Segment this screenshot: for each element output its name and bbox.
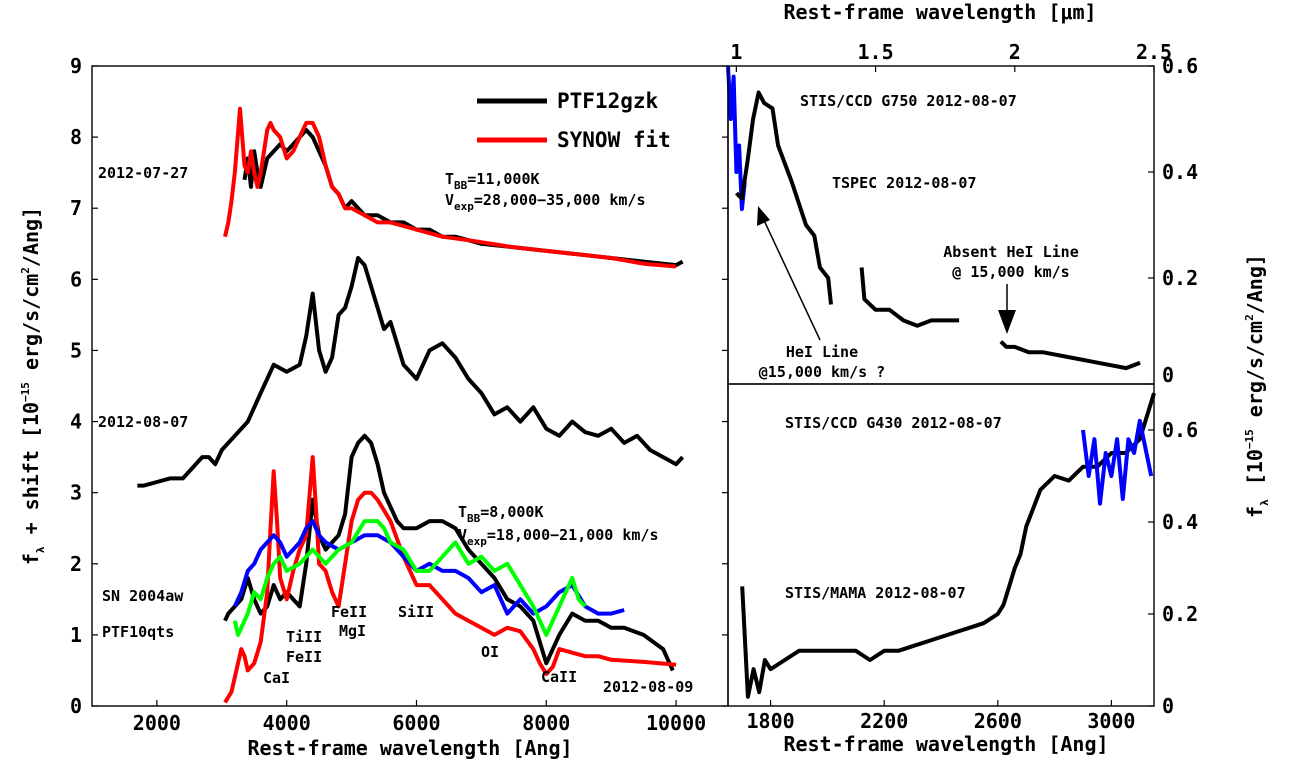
legend-label-synow: SYNOW fit xyxy=(557,128,671,152)
top-right-series xyxy=(726,65,1141,371)
top-right-ticks: 1 1.5 2 2.5 0 0.2 0.4 0.6 xyxy=(730,40,1198,387)
left-xlabel: Rest-frame wavelength [Ang] xyxy=(247,736,572,760)
bottom-right-ytick-label-0: 0 xyxy=(1162,694,1174,718)
left-xtick-label-2: 6000 xyxy=(392,711,440,735)
series-synow-fit-1 xyxy=(223,106,677,269)
series-sn-2004aw-5 xyxy=(232,519,625,616)
bottom-right-ytick-label-2: 0.4 xyxy=(1162,510,1198,534)
left-xtick-label-3: 8000 xyxy=(522,711,570,735)
top-right-ytick-label-3: 0.6 xyxy=(1162,54,1198,78)
arrow-absent-head xyxy=(998,310,1016,334)
top-right-xtick-label-1: 1.5 xyxy=(858,40,894,64)
bottom-right-series xyxy=(740,392,1156,699)
label-stis-mama: STIS/MAMA 2012-08-07 xyxy=(785,584,966,602)
left-ylabel: fλ + shift [10−15 erg/s/cm2/Ang] xyxy=(19,207,47,565)
label-hei-1: HeI Line xyxy=(786,343,858,361)
left-xtick-label-0: 2000 xyxy=(133,711,181,735)
label-stis-g750: STIS/CCD G750 2012-08-07 xyxy=(800,92,1017,110)
top-right-ytick-label-0: 0 xyxy=(1162,363,1174,387)
epoch-label-1: 2012-07-27 xyxy=(98,164,188,182)
fit1-velocity: Vexp=28,000−35,000 km/s xyxy=(445,191,646,213)
bottom-right-xtick-label-2: 2600 xyxy=(974,709,1022,733)
series-stis-mama-0 xyxy=(740,392,1156,699)
series-tspec-2 xyxy=(859,267,960,328)
label-absent-hei-1: Absent HeI Line xyxy=(943,243,1078,261)
top-right-ytick-label-2: 0.4 xyxy=(1162,160,1198,184)
top-right-panel: 1 1.5 2 2.5 0 0.2 0.4 0.6 STIS/CCD G750 2012-08… xyxy=(726,0,1198,387)
bottom-right-ytick-label-3: 0.6 xyxy=(1162,418,1198,442)
left-ytick-label-3: 3 xyxy=(70,481,82,505)
left-ytick-label-9: 9 xyxy=(70,54,82,78)
top-right-xtick-label-0: 1 xyxy=(730,40,742,64)
bottom-right-xlabel: Rest-frame wavelength [Ang] xyxy=(783,732,1108,756)
left-ticks: 2000 4000 6000 8000 10000 0 1 2 3 4 5 6 7 8 9 xyxy=(70,54,728,735)
fit2-velocity: Vexp=18,000−21,000 km/s xyxy=(458,526,659,548)
line-id-oi: OI xyxy=(481,643,499,661)
bottom-right-ytick-label-1: 0.2 xyxy=(1162,602,1198,626)
fit2-temperature: TBB=8,000K xyxy=(458,503,544,525)
series-stis-ccd-g750-0 xyxy=(726,65,747,212)
label-ptf10qts: PTF10qts xyxy=(102,623,174,641)
left-ytick-label-4: 4 xyxy=(70,410,82,434)
left-xtick-label-4: 10000 xyxy=(646,711,706,735)
line-id-feii-1: FeII xyxy=(286,648,322,666)
series-ptf10qts-6 xyxy=(232,519,587,637)
bottom-right-xtick-label-3: 3000 xyxy=(1087,709,1135,733)
bottom-right-ticks: 1800 2200 2600 3000 0 0.2 0.4 0.6 xyxy=(747,418,1199,733)
left-series xyxy=(137,106,685,704)
bottom-right-panel: 1800 2200 2600 3000 0 0.2 0.4 0.6 STIS/CCD G430… xyxy=(727,254,1271,756)
left-ytick-label-2: 2 xyxy=(70,552,82,576)
line-id-cai: CaI xyxy=(263,669,290,687)
series-stis-ccd-g430-1 xyxy=(1081,418,1154,506)
bottom-right-frame xyxy=(727,383,1155,707)
label-sn2004aw: SN 2004aw xyxy=(102,587,184,605)
top-right-ytick-label-1: 0.2 xyxy=(1162,266,1198,290)
label-stis-g430: STIS/CCD G430 2012-08-07 xyxy=(785,414,1002,432)
left-xtick-label-1: 4000 xyxy=(263,711,311,735)
label-absent-hei-2: @ 15,000 km/s xyxy=(952,263,1069,281)
bottom-right-xtick-label-0: 1800 xyxy=(747,709,795,733)
epoch-label-2: 2012-08-07 xyxy=(98,413,188,431)
line-id-siii: SiII xyxy=(398,603,434,621)
line-id-mgi: MgI xyxy=(339,622,366,640)
series-tspec-1 xyxy=(735,90,833,305)
fit1-temperature: TBB=11,000K xyxy=(445,170,540,192)
left-ytick-label-0: 0 xyxy=(70,694,82,718)
left-panel: 2000 4000 6000 8000 10000 0 1 2 3 4 5 6 7 8 9 PTF12gzk… xyxy=(19,54,729,760)
top-right-xtick-label-3: 2.5 xyxy=(1136,40,1172,64)
bottom-right-xtick-label-1: 2200 xyxy=(860,709,908,733)
top-right-x2label: Rest-frame wavelength [μm] xyxy=(783,0,1096,24)
left-ytick-label-1: 1 xyxy=(70,623,82,647)
arrow-hei-line xyxy=(761,215,821,341)
epoch-label-3: 2012-08-09 xyxy=(603,678,693,696)
label-tspec: TSPEC 2012-08-07 xyxy=(832,174,977,192)
right-ylabel: fλ[10−15 erg/s/cm2/Ang] xyxy=(1243,254,1271,518)
left-ytick-label-5: 5 xyxy=(70,338,82,362)
line-id-feii-2: FeII xyxy=(331,603,367,621)
line-id-caii: CaII xyxy=(541,668,577,686)
series-tspec-3 xyxy=(999,340,1141,371)
top-right-frame xyxy=(727,65,1155,385)
left-ytick-label-7: 7 xyxy=(70,196,82,220)
series-ptf12gzk-3 xyxy=(223,433,675,672)
arrow-hei-head xyxy=(757,206,770,226)
series-ptf12gzk-2 xyxy=(137,256,685,488)
top-right-xtick-label-2: 2 xyxy=(1009,40,1021,64)
label-hei-2: @15,000 km/s ? xyxy=(759,363,885,381)
legend-label-ptf12gzk: PTF12gzk xyxy=(557,89,659,113)
left-ytick-label-8: 8 xyxy=(70,125,82,149)
line-id-tiii: TiII xyxy=(286,628,322,646)
left-ytick-label-6: 6 xyxy=(70,267,82,291)
